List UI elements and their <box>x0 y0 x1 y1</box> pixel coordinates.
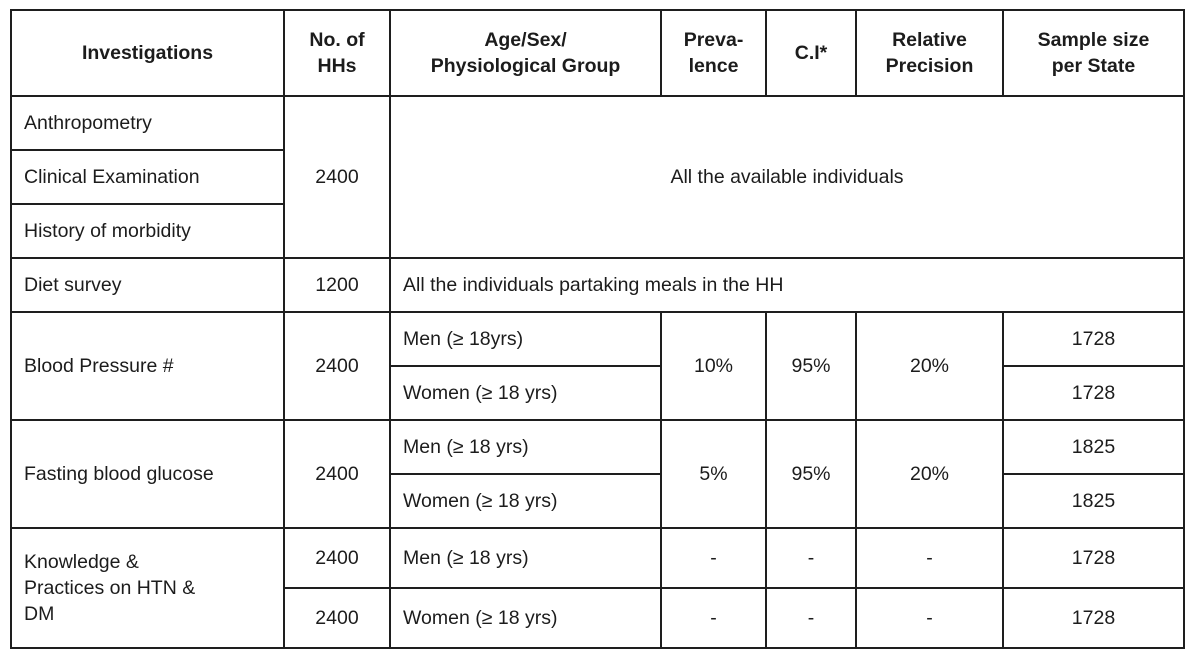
row-knowledge-men: Knowledge & Practices on HTN & DM 2400 M… <box>10 527 1185 649</box>
row-clinical-examination: Clinical Examination <box>10 149 1184 205</box>
row-knowledge-women: 2400 Women (≥ 18 yrs) - - - 1728 <box>11 587 1185 649</box>
cell-fbg-sample-men: 1825 <box>1002 419 1185 475</box>
cell-anthropometry: Anthropometry <box>10 95 285 151</box>
cell-knowledge-prevalence-women: - <box>660 587 767 649</box>
cell-bp-sample-women: 1728 <box>1002 365 1185 421</box>
cell-bp-men: Men (≥ 18yrs) <box>389 311 662 367</box>
cell-fbg-hhs: 2400 <box>283 419 391 529</box>
header-ci: C.I* <box>765 9 857 97</box>
header-prevalence: Preva- lence <box>660 9 767 97</box>
cell-bp-sample-men: 1728 <box>1002 311 1185 367</box>
cell-diet-hhs: 1200 <box>283 257 391 313</box>
cell-fbg-women: Women (≥ 18 yrs) <box>389 473 662 529</box>
cell-bp-relative-precision: 20% <box>855 311 1004 421</box>
row-diet-survey: Diet survey 1200 All the individuals par… <box>10 257 1185 313</box>
row-fasting-glucose-men: Fasting blood glucose 2400 Men (≥ 18 yrs… <box>10 419 1185 529</box>
sampling-design-table: Investigations No. of HHs Age/Sex/ Physi… <box>10 9 1185 649</box>
cell-diet-survey: Diet survey <box>10 257 285 313</box>
cell-knowledge-sample-women: 1728 <box>1002 587 1185 649</box>
cell-history-of-morbidity: History of morbidity <box>10 203 285 259</box>
cell-knowledge-hhs-women: 2400 <box>283 587 391 649</box>
cell-knowledge-practices: Knowledge & Practices on HTN & DM <box>10 527 285 649</box>
cell-knowledge-rp-women: - <box>855 587 1004 649</box>
cell-knowledge-prevalence-men: - <box>660 527 767 589</box>
cell-knowledge-ci-men: - <box>765 527 857 589</box>
cell-fbg-men: Men (≥ 18 yrs) <box>389 419 662 475</box>
cell-fbg-prevalence: 5% <box>660 419 767 529</box>
cell-knowledge-sample-men: 1728 <box>1002 527 1185 589</box>
header-investigations: Investigations <box>10 9 285 97</box>
cell-knowledge-hhs-men: 2400 <box>283 527 391 589</box>
cell-fbg-ci: 95% <box>765 419 857 529</box>
header-no-of-hhs: No. of HHs <box>283 9 391 97</box>
cell-bp-hhs: 2400 <box>283 311 391 421</box>
header-row: Investigations No. of HHs Age/Sex/ Physi… <box>10 9 1185 97</box>
cell-fbg-relative-precision: 20% <box>855 419 1004 529</box>
cell-knowledge-ci-women: - <box>765 587 857 649</box>
cell-bp-ci: 95% <box>765 311 857 421</box>
cell-blood-pressure: Blood Pressure # <box>10 311 285 421</box>
cell-fbg-sample-women: 1825 <box>1002 473 1185 529</box>
header-relative-precision: Relative Precision <box>855 9 1004 97</box>
cell-group1-note: All the available individuals <box>389 95 1185 259</box>
cell-clinical-examination: Clinical Examination <box>10 149 285 205</box>
row-anthropometry: Anthropometry 2400 All the available ind… <box>10 95 1185 259</box>
header-sample-size-per-state: Sample size per State <box>1002 9 1185 97</box>
row-blood-pressure-women: Women (≥ 18 yrs) 1728 <box>11 365 1185 421</box>
cell-group1-hhs: 2400 <box>283 95 391 259</box>
cell-diet-note: All the individuals partaking meals in t… <box>389 257 1185 313</box>
row-fasting-glucose-women: Women (≥ 18 yrs) 1825 <box>11 473 1185 529</box>
cell-knowledge-women: Women (≥ 18 yrs) <box>389 587 662 649</box>
cell-knowledge-rp-men: - <box>855 527 1004 589</box>
header-age-sex-physiological-group: Age/Sex/ Physiological Group <box>389 9 662 97</box>
cell-fasting-blood-glucose: Fasting blood glucose <box>10 419 285 529</box>
cell-bp-women: Women (≥ 18 yrs) <box>389 365 662 421</box>
cell-knowledge-men: Men (≥ 18 yrs) <box>389 527 662 589</box>
row-history-of-morbidity: History of morbidity <box>10 203 1184 259</box>
cell-bp-prevalence: 10% <box>660 311 767 421</box>
row-blood-pressure-men: Blood Pressure # 2400 Men (≥ 18yrs) 10% … <box>10 311 1185 421</box>
